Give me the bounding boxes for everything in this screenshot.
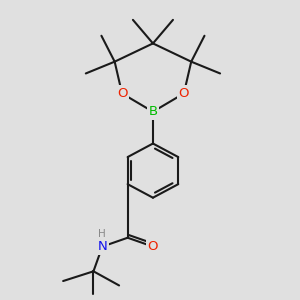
Text: O: O <box>117 87 127 100</box>
Text: H: H <box>98 229 106 239</box>
Text: B: B <box>148 105 158 118</box>
Text: N: N <box>98 240 107 253</box>
Text: O: O <box>178 87 189 100</box>
Text: O: O <box>148 240 158 253</box>
